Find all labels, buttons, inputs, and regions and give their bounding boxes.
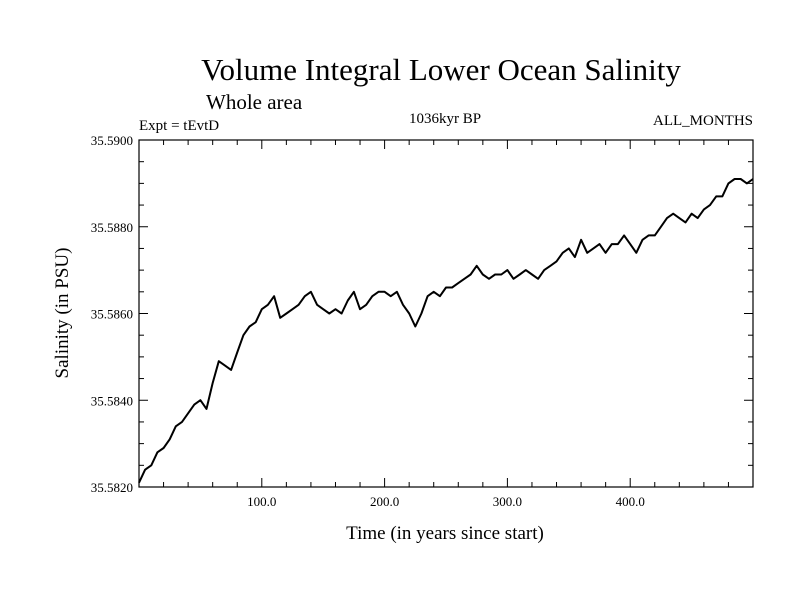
x-tick-label: 400.0 bbox=[616, 494, 645, 509]
x-axis-label: Time (in years since start) bbox=[346, 523, 544, 544]
y-axis-label: Salinity (in PSU) bbox=[52, 248, 73, 379]
y-tick-labels: 35.5820 35.5840 35.5860 35.5880 35.5900 bbox=[91, 133, 133, 495]
x-tick-labels: 100.0 200.0 300.0 400.0 bbox=[247, 494, 645, 509]
x-tick-label: 100.0 bbox=[247, 494, 276, 509]
x-tick-label: 300.0 bbox=[493, 494, 522, 509]
y-tick-label: 35.5880 bbox=[91, 220, 133, 235]
y-tick-label: 35.5860 bbox=[91, 307, 133, 322]
salinity-series-line bbox=[138, 178, 754, 484]
chart-title: Volume Integral Lower Ocean Salinity bbox=[201, 52, 681, 87]
period-label: 1036kyr BP bbox=[409, 111, 481, 127]
experiment-label: Expt = tEvtD bbox=[139, 118, 219, 134]
x-tick-label: 200.0 bbox=[370, 494, 399, 509]
y-tick-label: 35.5900 bbox=[91, 133, 133, 148]
chart-subtitle: Whole area bbox=[206, 90, 303, 114]
axis-ticks bbox=[138, 139, 754, 488]
plot-frame bbox=[138, 139, 754, 488]
y-tick-label: 35.5840 bbox=[91, 393, 133, 408]
months-label: ALL_MONTHS bbox=[653, 113, 753, 129]
y-tick-label: 35.5820 bbox=[91, 480, 133, 495]
